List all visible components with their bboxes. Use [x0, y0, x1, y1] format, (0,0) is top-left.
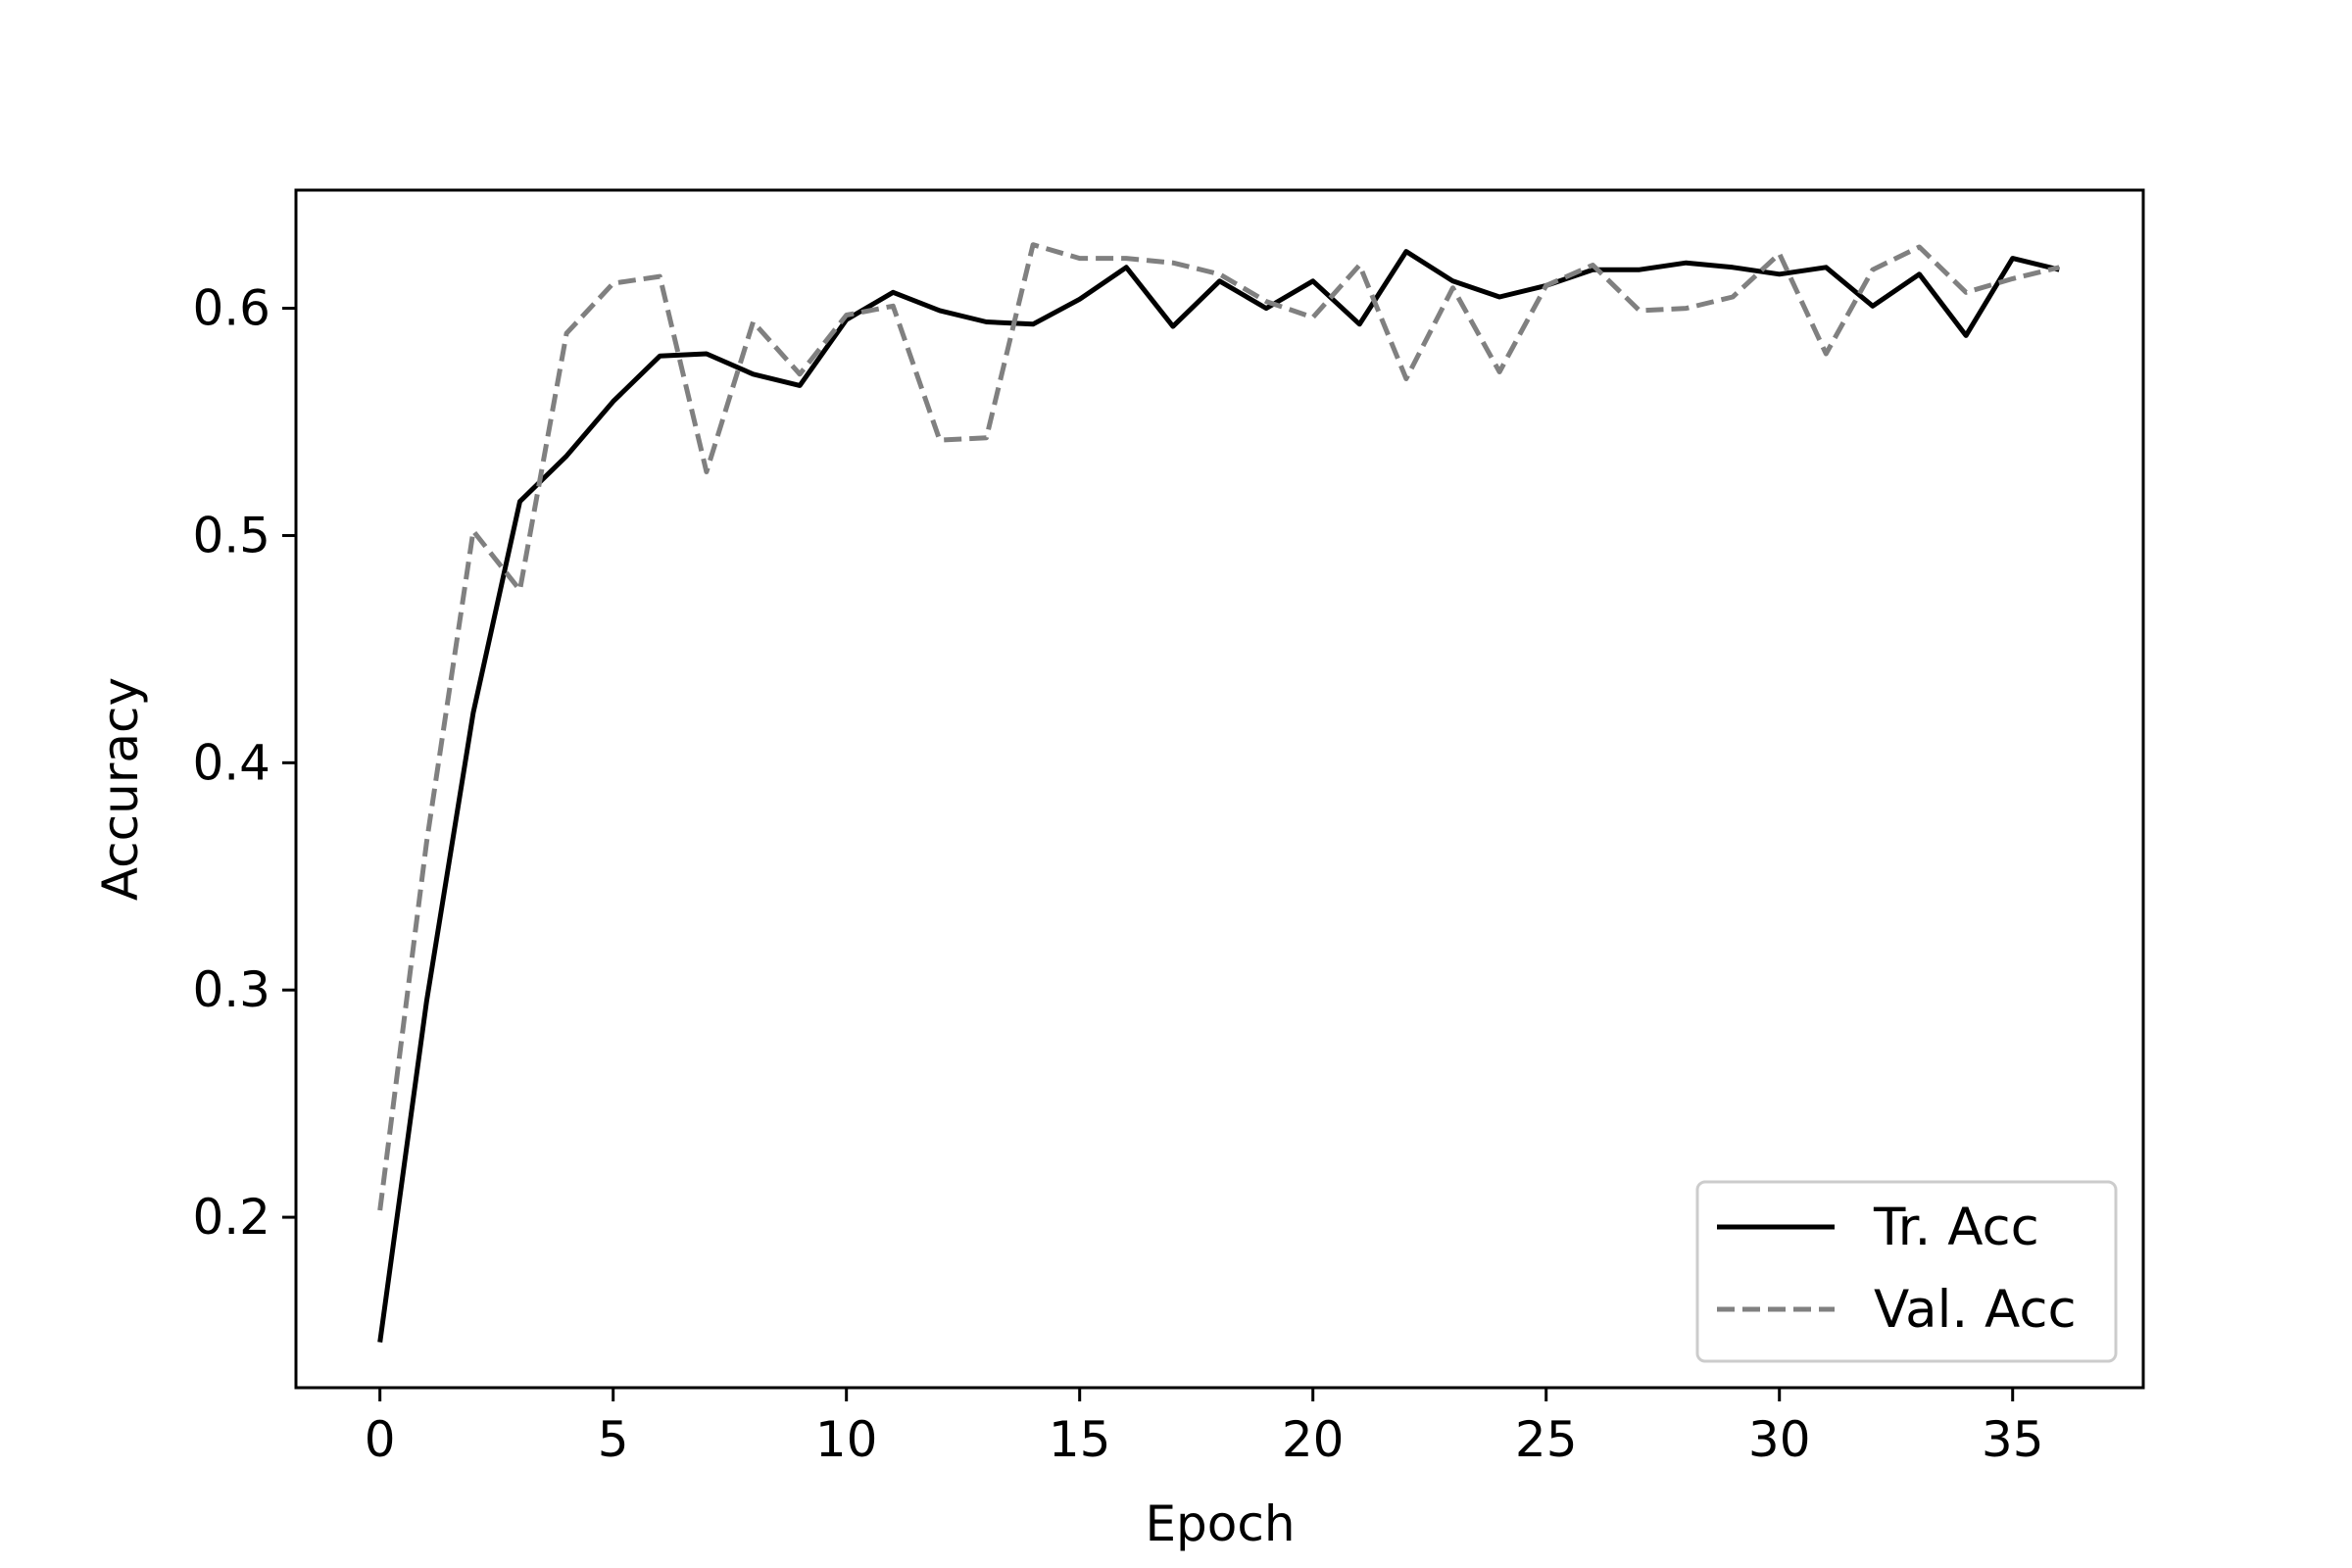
data-point-val-acc — [564, 331, 569, 336]
data-point-tr-acc — [891, 290, 896, 295]
data-point-tr-acc — [1031, 321, 1036, 326]
legend: Tr. Acc Val. Acc — [1695, 1180, 2118, 1363]
x-tick-label: 30 — [1748, 1411, 1811, 1468]
data-point-tr-acc — [798, 383, 803, 388]
data-point-tr-acc — [1077, 297, 1082, 302]
data-point-tr-acc — [1310, 278, 1315, 283]
data-point-val-acc — [1450, 285, 1455, 290]
data-point-val-acc — [658, 274, 662, 279]
series-line-tr-acc — [377, 249, 2060, 1343]
x-tick-label: 0 — [365, 1411, 396, 1468]
data-point-val-acc — [1731, 295, 1736, 300]
data-point-tr-acc — [751, 371, 756, 376]
data-point-val-acc — [1170, 261, 1175, 266]
data-point-val-acc — [2057, 265, 2062, 270]
data-point-val-acc — [1031, 242, 1036, 247]
x-tick-label: 10 — [815, 1411, 878, 1468]
data-point-tr-acc — [564, 454, 569, 459]
data-point-tr-acc — [1497, 295, 1502, 300]
series-line-val-acc — [377, 242, 2060, 1211]
y-axis-label: Accuracy — [92, 677, 149, 901]
data-point-tr-acc — [1870, 304, 1875, 309]
data-point-tr-acc — [937, 308, 942, 313]
data-point-val-acc — [1964, 290, 1969, 295]
data-point-tr-acc — [424, 999, 429, 1004]
data-point-tr-acc — [1777, 271, 1782, 276]
data-point-val-acc — [1637, 308, 1642, 313]
data-point-val-acc — [751, 319, 756, 324]
data-point-tr-acc — [1124, 265, 1129, 270]
data-point-tr-acc — [2010, 256, 2015, 261]
data-point-tr-acc — [611, 399, 615, 404]
data-point-val-acc — [611, 281, 615, 286]
x-tick-label: 5 — [598, 1411, 629, 1468]
data-point-tr-acc — [1964, 333, 1969, 338]
data-point-val-acc — [424, 840, 429, 845]
data-point-val-acc — [798, 371, 803, 376]
x-tick-label: 15 — [1049, 1411, 1111, 1468]
data-point-val-acc — [1310, 315, 1315, 319]
data-point-val-acc — [517, 588, 522, 593]
data-point-tr-acc — [1264, 306, 1269, 311]
data-point-val-acc — [1824, 352, 1829, 357]
data-point-val-acc — [1077, 256, 1082, 261]
data-point-val-acc — [1777, 251, 1782, 256]
data-point-val-acc — [937, 438, 942, 443]
data-point-val-acc — [1917, 245, 1922, 250]
data-point-val-acc — [1497, 369, 1502, 374]
x-axis-label: Epoch — [1145, 1495, 1295, 1552]
y-tick-label: 0.2 — [192, 1189, 270, 1246]
data-point-val-acc — [1357, 263, 1362, 268]
data-point-val-acc — [844, 313, 849, 318]
data-point-tr-acc — [1684, 261, 1689, 266]
legend-label-tr-acc: Tr. Acc — [1873, 1198, 2039, 1257]
data-point-val-acc — [1870, 268, 1875, 272]
data-point-val-acc — [704, 469, 709, 474]
data-point-tr-acc — [984, 319, 989, 324]
y-tick-label: 0.3 — [192, 961, 270, 1018]
y-tick-label: 0.5 — [192, 507, 270, 564]
x-tick-label: 35 — [1982, 1411, 2044, 1468]
y-tick-label: 0.6 — [192, 280, 270, 337]
x-tick-label: 25 — [1515, 1411, 1578, 1468]
data-point-tr-acc — [1450, 278, 1455, 283]
data-point-tr-acc — [1917, 271, 1922, 276]
data-point-val-acc — [1124, 256, 1129, 261]
data-point-tr-acc — [1731, 265, 1736, 270]
data-point-val-acc — [1544, 283, 1548, 288]
data-point-tr-acc — [470, 710, 475, 715]
data-point-val-acc — [1403, 376, 1408, 381]
data-point-val-acc — [1217, 271, 1222, 276]
data-point-tr-acc — [1357, 321, 1362, 326]
x-tick-label: 20 — [1282, 1411, 1345, 1468]
legend-label-val-acc: Val. Acc — [1874, 1280, 2077, 1340]
data-point-val-acc — [2010, 276, 2015, 281]
data-point-val-acc — [1684, 306, 1689, 311]
data-point-val-acc — [1591, 263, 1595, 268]
data-point-tr-acc — [377, 1340, 382, 1345]
data-point-tr-acc — [1403, 249, 1408, 254]
data-point-val-acc — [1264, 299, 1269, 304]
data-point-tr-acc — [1217, 278, 1222, 283]
data-point-tr-acc — [1637, 268, 1642, 272]
plot-frame — [294, 188, 2145, 1390]
data-point-tr-acc — [1170, 324, 1175, 329]
y-tick-label: 0.4 — [192, 734, 270, 791]
data-point-tr-acc — [658, 354, 662, 359]
data-point-val-acc — [377, 1208, 382, 1213]
data-point-tr-acc — [1824, 265, 1829, 270]
data-point-val-acc — [891, 304, 896, 309]
data-point-val-acc — [984, 435, 989, 440]
data-point-tr-acc — [517, 499, 522, 504]
data-point-val-acc — [470, 528, 475, 533]
data-point-tr-acc — [704, 352, 709, 357]
